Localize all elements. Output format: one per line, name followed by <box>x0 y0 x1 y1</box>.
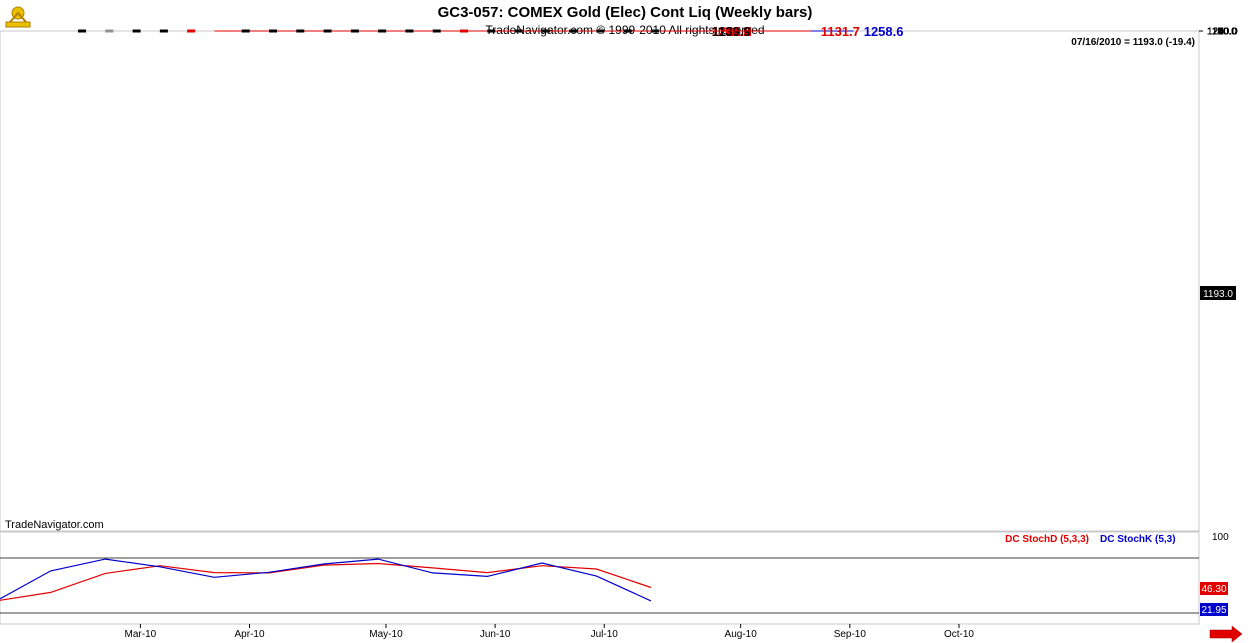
stoch-tick-100: 100 <box>1212 532 1229 543</box>
price-tick-label: 1140.0 <box>1207 27 1237 38</box>
price-tick-label: 1150.0 <box>1207 27 1237 38</box>
scroll-right-arrow-icon[interactable] <box>1209 625 1243 643</box>
last-price-marker: 1193.0 <box>1200 286 1236 300</box>
stoch-lines <box>0 558 652 602</box>
stoch-d-line <box>0 562 652 601</box>
logo-icon[interactable] <box>5 6 31 28</box>
price-tick-label: 1170.0 <box>1207 27 1237 38</box>
price-tick-label: 1130.0 <box>1207 27 1237 38</box>
stoch-k-value-marker: 21.95 <box>1200 603 1228 616</box>
stoch-d-value-marker: 46.30 <box>1200 582 1228 595</box>
level-label: 1131.7 <box>821 24 860 39</box>
price-tick-label: 1160.0 <box>1207 27 1237 38</box>
price-tick-label: 1260.0 <box>1207 27 1238 38</box>
level-label: 1258.6 <box>864 24 904 39</box>
date-tick-label: Oct-10 <box>944 629 974 640</box>
date-tick-label: Apr-10 <box>235 629 265 640</box>
stoch-panel-frame <box>0 531 1200 625</box>
date-tick-label: Aug-10 <box>725 629 758 640</box>
price-tick-label: 1250.0 <box>1207 27 1238 38</box>
price-tick-label: 1230.0 <box>1207 27 1238 38</box>
info-readout: 07/16/2010 = 1193.0 (-19.4) <box>1071 37 1195 48</box>
date-tick-label: Jul-10 <box>591 629 619 640</box>
stoch-k-line <box>0 558 652 602</box>
price-tick-label: 1210.0 <box>1207 27 1238 38</box>
date-tick-label: May-10 <box>369 629 403 640</box>
price-tick-label: 1220.0 <box>1207 27 1238 38</box>
date-tick-label: Mar-10 <box>125 629 157 640</box>
watermark: TradeNavigator.com <box>5 519 104 531</box>
price-axis: 1130.01140.01150.01160.01170.01180.01190… <box>1199 27 1238 38</box>
date-tick-label: Sep-10 <box>834 629 867 640</box>
stoch-k-value: 21.95 <box>1201 605 1226 616</box>
price-panel-frame <box>0 30 1200 532</box>
stoch-d-value: 46.30 <box>1201 584 1226 595</box>
date-tick-label: Jun-10 <box>480 629 511 640</box>
last-price-label: 1193.0 <box>1203 289 1233 300</box>
price-tick-label: 1180.0 <box>1207 27 1237 38</box>
price-tick-label: 1270.0 <box>1207 27 1238 38</box>
legend-stoch-d: DC StochD (5,3,3) <box>1005 534 1089 545</box>
price-tick-label: 1240.0 <box>1207 27 1238 38</box>
price-tick-label: 1200.0 <box>1207 27 1238 38</box>
legend-stoch-k: DC StochK (5,3) <box>1100 534 1176 545</box>
date-axis: Mar-10 Apr-10 May-10 Jun-10 Jul-10 Aug-10 Sep-… <box>125 624 974 640</box>
chart-title: GC3-057: COMEX Gold (Elec) Cont Liq (Wee… <box>438 4 813 21</box>
price-tick-label: 1190.0 <box>1207 27 1237 38</box>
